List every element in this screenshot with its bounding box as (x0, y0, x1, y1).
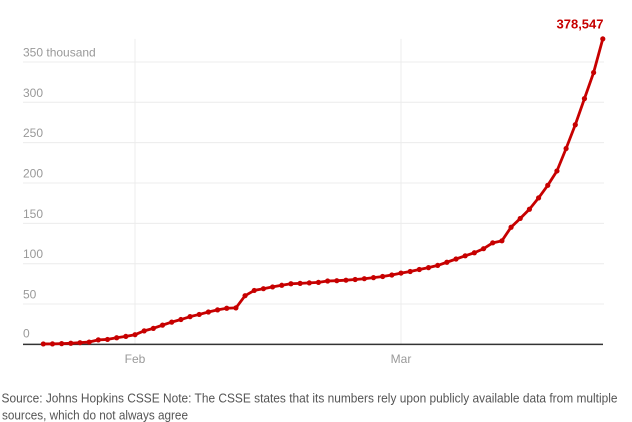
svg-text:Mar: Mar (391, 352, 412, 366)
svg-text:350 thousand: 350 thousand (23, 45, 96, 59)
svg-text:50: 50 (23, 288, 37, 302)
svg-text:100: 100 (23, 247, 43, 261)
svg-text:Source: Johns Hopkins CSSE Not: Source: Johns Hopkins CSSE Note: The CSS… (2, 391, 618, 405)
svg-text:Feb: Feb (125, 352, 146, 366)
svg-text:250: 250 (23, 126, 43, 140)
svg-text:200: 200 (23, 167, 43, 181)
svg-text:300: 300 (23, 86, 43, 100)
svg-text:0: 0 (23, 327, 30, 341)
svg-text:150: 150 (23, 207, 43, 221)
svg-text:sources, which do not always a: sources, which do not always agree (2, 408, 188, 422)
svg-text:378,547: 378,547 (557, 17, 604, 32)
